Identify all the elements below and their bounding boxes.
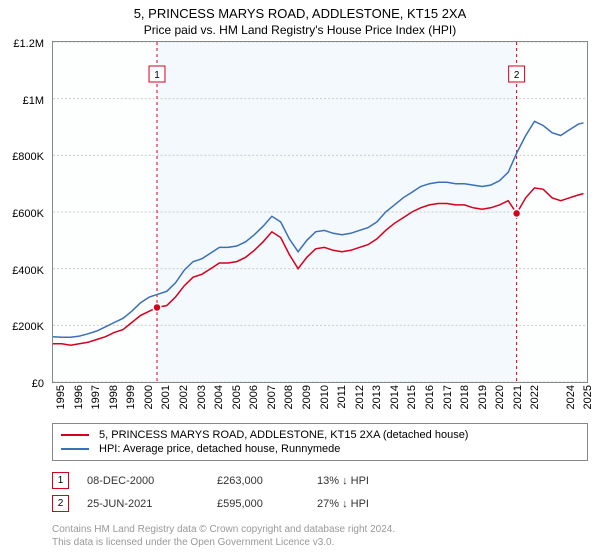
footer-line2: This data is licensed under the Open Gov… [52,536,588,549]
sales-table: 1 08-DEC-2000£263,00013% ↓ HPI 2 25-JUN-202… [52,469,588,515]
x-tick-label: 1997 [90,385,102,409]
y-tick-label: £200K [12,321,44,333]
legend-swatch [61,434,89,436]
x-tick-label: 2025 [582,385,594,409]
legend-label: HPI: Average price, detached house, Runn… [99,443,340,455]
x-tick-label: 2015 [406,385,418,409]
y-tick-label: £0 [32,378,44,390]
x-tick-label: 2013 [371,385,383,409]
x-tick-label: 2020 [494,385,506,409]
sale-date: 25-JUN-2021 [87,498,217,510]
x-tick-label: 2021 [512,385,524,409]
x-tick-label: 2011 [336,385,348,409]
y-tick-label: £600K [12,208,44,220]
svg-text:2: 2 [514,70,520,81]
y-tick-label: £800K [12,151,44,163]
y-tick-label: £1.2M [13,38,44,50]
legend: 5, PRINCESS MARYS ROAD, ADDLESTONE, KT15… [52,423,588,461]
svg-text:1: 1 [154,70,160,81]
x-tick-label: 1998 [108,385,120,409]
y-tick-label: £400K [12,265,44,277]
x-tick-label: 1996 [73,385,85,409]
sale-price: £263,000 [217,475,317,487]
sale-pct: 13% ↓ HPI [317,475,437,487]
x-tick-label: 2004 [213,385,225,409]
x-tick-label: 2016 [424,385,436,409]
sale-pct: 27% ↓ HPI [317,498,437,510]
x-tick-label: 2008 [283,385,295,409]
chart-title: 5, PRINCESS MARYS ROAD, ADDLESTONE, KT15… [0,0,600,21]
chart-plot-area: 12 [52,41,588,383]
x-tick-label: 2009 [301,385,313,409]
sale-date: 08-DEC-2000 [87,475,217,487]
chart-subtitle: Price paid vs. HM Land Registry's House … [0,21,600,41]
x-tick-label: 2010 [319,385,331,409]
footer-line1: Contains HM Land Registry data © Crown c… [52,523,588,536]
y-axis: £0£200K£400K£600K£800K£1M£1.2M [0,44,48,384]
x-tick-label: 2018 [459,385,471,409]
chart-svg: 12 [53,42,587,382]
sale-marker: 1 [52,472,69,489]
x-tick-label: 2019 [477,385,489,409]
sale-row: 2 25-JUN-2021£595,00027% ↓ HPI [52,492,588,515]
legend-swatch [61,448,89,450]
x-tick-label: 2000 [143,385,155,409]
x-tick-label: 1995 [55,385,67,409]
x-tick-label: 2006 [248,385,260,409]
x-tick-label: 1999 [125,385,137,409]
x-tick-label: 2002 [178,385,190,409]
sale-row: 1 08-DEC-2000£263,00013% ↓ HPI [52,469,588,492]
legend-item: 5, PRINCESS MARYS ROAD, ADDLESTONE, KT15… [61,428,579,442]
legend-item: HPI: Average price, detached house, Runn… [61,442,579,456]
x-axis: 1995 1996 1997 1998 1999 2000 2001 2002 2003 2004… [52,383,588,417]
x-tick-label: 2014 [389,385,401,409]
x-tick-label: 2005 [231,385,243,409]
x-tick-label: 2012 [354,385,366,409]
x-tick-label: 2007 [266,385,278,409]
x-tick-label: 2017 [442,385,454,409]
sale-price: £595,000 [217,498,317,510]
legend-label: 5, PRINCESS MARYS ROAD, ADDLESTONE, KT15… [99,429,468,441]
x-tick-label: 2024 [565,385,577,409]
x-tick-label: 2003 [196,385,208,409]
y-tick-label: £1M [23,95,44,107]
x-tick-label: 2022 [529,385,541,409]
x-tick-label: 2001 [160,385,172,409]
sale-marker: 2 [52,495,69,512]
footer-attribution: Contains HM Land Registry data © Crown c… [52,523,588,549]
